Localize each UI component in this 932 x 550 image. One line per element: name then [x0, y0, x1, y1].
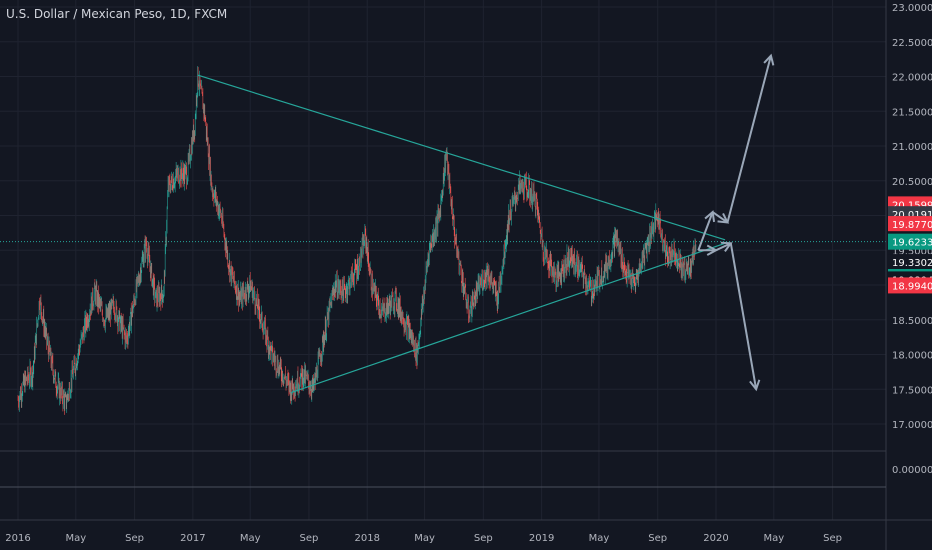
time-axis[interactable]: 2016 May Sep 2017 May Sep 2018 May Sep 2019 May Sep…	[0, 519, 932, 544]
price-badge-label: 19.87708	[892, 220, 932, 231]
projection-arrow[interactable]	[712, 211, 729, 224]
x-tick-label: May	[763, 533, 784, 544]
y-tick-label: 20.50000	[892, 177, 932, 188]
x-tick-label: 2018	[355, 533, 380, 544]
y-tick-label: 17.50000	[892, 385, 932, 396]
price-badge	[888, 233, 932, 250]
y-tick-label: 17.00000	[892, 420, 932, 431]
x-tick-label: Sep	[823, 533, 842, 544]
price-badge-label: 20.01910	[892, 210, 932, 221]
x-tick-label: Sep	[125, 533, 144, 544]
price-badge-label: 19.33020	[892, 258, 932, 269]
y-tick-label: 18.50000	[892, 316, 932, 327]
arrow-head	[749, 379, 761, 392]
x-tick-label: May	[589, 533, 610, 544]
y-tick-label: 22.00000	[892, 73, 932, 84]
volume-tick-label: 0.00000	[892, 465, 932, 476]
x-tick-label: May	[414, 533, 435, 544]
projection-arrows	[697, 53, 775, 392]
y-tick-label: 18.00000	[892, 351, 932, 362]
y-tick-label: 21.00000	[892, 142, 932, 153]
projection-arrow[interactable]	[726, 55, 772, 223]
x-tick-label: 2019	[529, 533, 554, 544]
candlestick-series	[17, 66, 697, 415]
grid-lines	[0, 0, 886, 520]
price-badge	[888, 254, 932, 271]
volume-pane: 0.00000	[0, 450, 932, 488]
price-badge	[888, 216, 932, 233]
x-tick-label: 2017	[180, 533, 205, 544]
projection-arrow[interactable]	[697, 211, 714, 251]
projection-arrow[interactable]	[715, 242, 732, 252]
projection-arrow[interactable]	[729, 243, 758, 390]
y-tick-label: 19.50000	[892, 246, 932, 257]
price-axis[interactable]: 17.0000017.5000018.0000018.5000019.00000…	[885, 0, 932, 550]
arrow-head	[763, 53, 775, 66]
price-badge	[888, 277, 932, 294]
x-tick-label: 2016	[5, 533, 30, 544]
x-tick-label: May	[240, 533, 261, 544]
x-tick-label: Sep	[474, 533, 493, 544]
y-tick-label: 23.00000	[892, 3, 932, 14]
price-badge-label: 20.15990	[892, 200, 932, 211]
trendline[interactable]	[290, 242, 726, 394]
chart-title: U.S. Dollar / Mexican Peso, 1D, FXCM	[6, 7, 228, 21]
x-tick-label: Sep	[648, 533, 667, 544]
y-tick-label: 22.50000	[892, 38, 932, 49]
price-badge-label: 18.99401	[892, 281, 932, 292]
trendline[interactable]	[197, 74, 726, 241]
price-badge-label: 19.62338	[892, 238, 932, 249]
y-tick-label: 21.50000	[892, 107, 932, 118]
trendlines	[197, 74, 726, 394]
x-tick-label: Sep	[300, 533, 319, 544]
x-tick-label: May	[65, 533, 86, 544]
x-tick-label: 2020	[703, 533, 728, 544]
